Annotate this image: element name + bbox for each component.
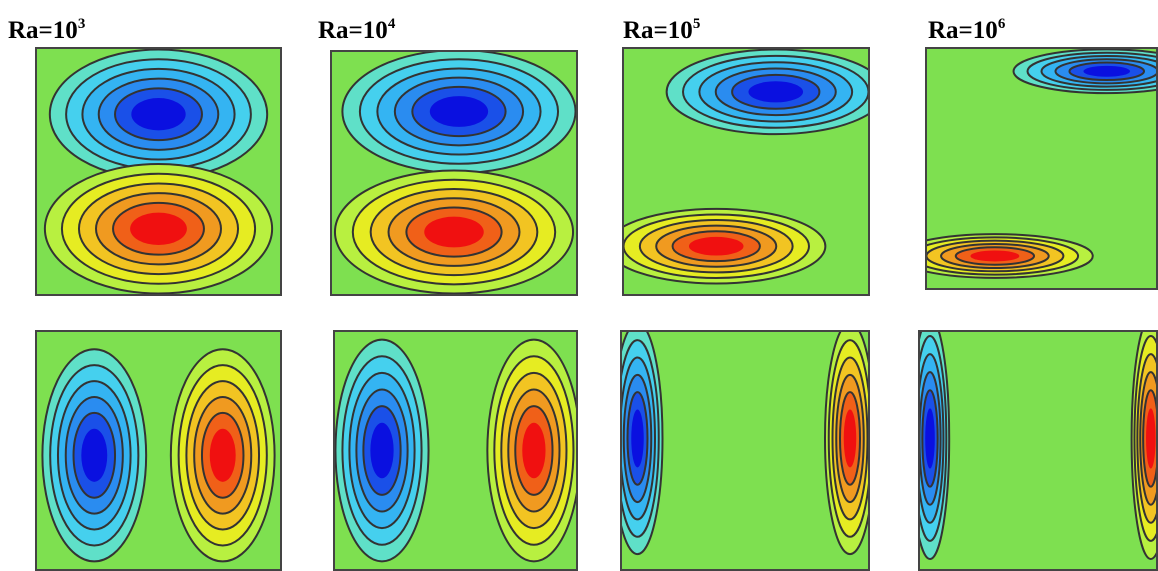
panel-label: Ra=104 [318, 16, 396, 44]
panel-border [918, 330, 1158, 571]
panel-border [333, 330, 578, 571]
panel-border [330, 50, 578, 296]
contour-ring [1146, 408, 1156, 469]
contour-ring [81, 428, 108, 482]
contour-ring [429, 96, 489, 127]
contour-ring [522, 422, 546, 479]
contour-ring [209, 428, 236, 482]
contour-panel [333, 330, 578, 571]
panel-label: Ra=105 [623, 16, 700, 44]
contour-panel [330, 50, 578, 296]
contour-ring [748, 81, 804, 103]
contour-ring [370, 422, 394, 479]
label-exponent: 4 [388, 16, 396, 32]
panel-border [620, 330, 870, 571]
contour-panel [925, 47, 1158, 290]
contour-ring [1083, 65, 1131, 77]
panel-border [622, 47, 870, 296]
contour-ring [424, 216, 484, 248]
label-base: Ra=10 [318, 17, 388, 44]
contour-panel [35, 47, 282, 296]
label-exponent: 5 [693, 16, 701, 32]
label-base: Ra=10 [8, 17, 78, 44]
panel-border [925, 47, 1158, 290]
panel-background [918, 330, 1158, 571]
contour-panel [622, 47, 870, 296]
contour-ring [131, 98, 186, 131]
label-exponent: 6 [998, 16, 1006, 32]
contour-ring [970, 250, 1020, 262]
contour-ring [130, 212, 187, 245]
panel-label: Ra=106 [928, 16, 1006, 44]
contour-panel [620, 330, 870, 571]
contour-panel [918, 330, 1158, 571]
label-exponent: 3 [78, 16, 86, 32]
contour-ring [631, 409, 644, 468]
panel-border [35, 47, 282, 296]
contour-panel [35, 330, 282, 571]
contour-ring [843, 409, 857, 468]
label-base: Ra=10 [623, 17, 693, 44]
panel-label: Ra=103 [8, 16, 85, 44]
contour-ring [925, 408, 935, 469]
contour-ring [688, 236, 744, 256]
panel-border [35, 330, 282, 571]
label-base: Ra=10 [928, 17, 998, 44]
